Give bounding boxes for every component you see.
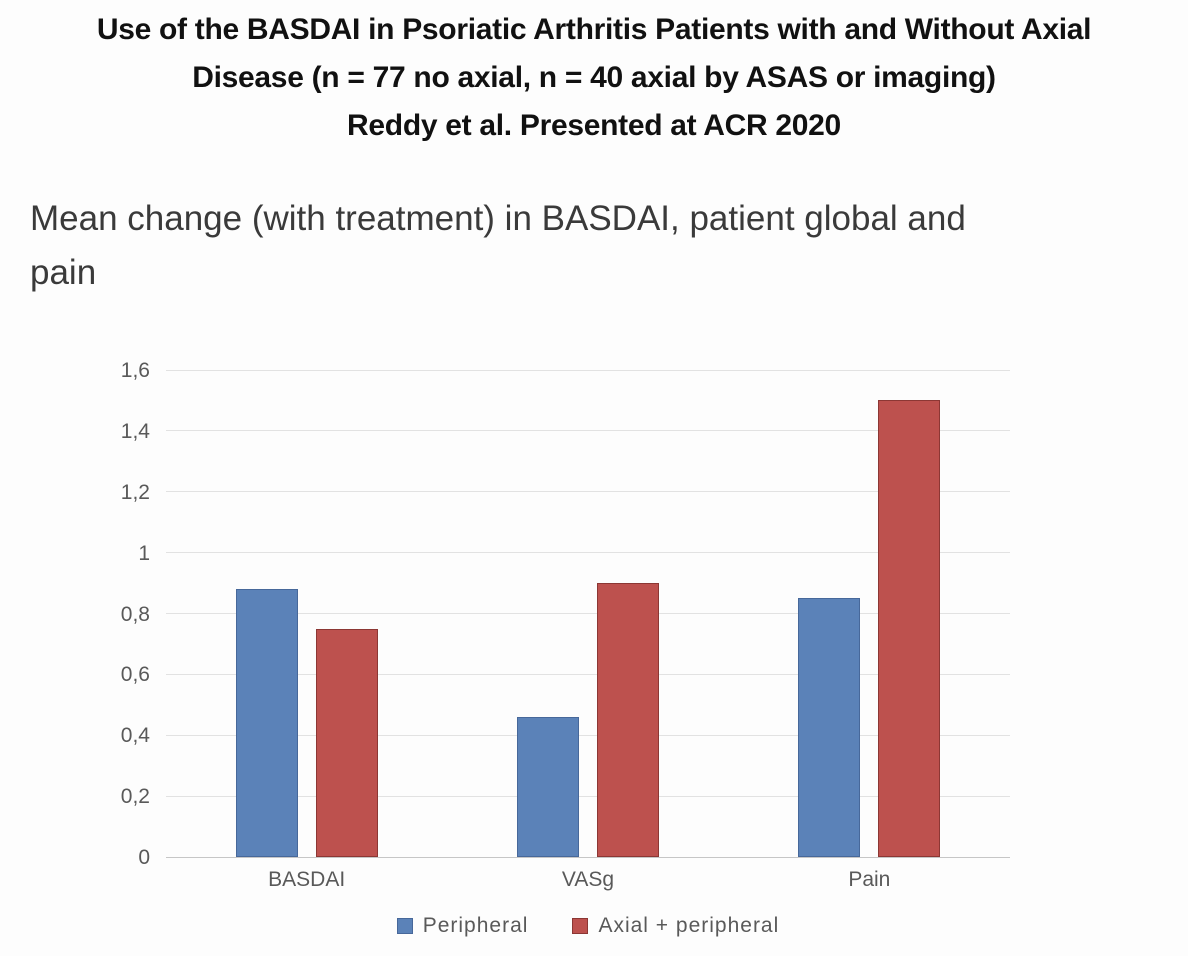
legend-label: Axial + peripheral bbox=[598, 914, 780, 937]
slide-title: Use of the BASDAI in Psoriatic Arthritis… bbox=[0, 6, 1188, 150]
gridline bbox=[166, 552, 1010, 554]
y-axis-tick-label: 1,6 bbox=[120, 359, 150, 382]
slide-title-line-1: Use of the BASDAI in Psoriatic Arthritis… bbox=[96, 13, 1092, 46]
chart-legend: Peripheral Axial + peripheral bbox=[166, 914, 1010, 938]
legend-item: Peripheral bbox=[396, 914, 529, 938]
gridline bbox=[166, 430, 1010, 432]
plot-area bbox=[166, 369, 1010, 858]
y-axis-labels: 0 0,2 0,4 0,6 0,8 1 1,2 1,4 1,6 bbox=[0, 360, 150, 868]
bar-peripheral-basdai bbox=[235, 589, 298, 857]
legend-swatch-icon bbox=[572, 918, 589, 934]
gridline bbox=[166, 673, 1010, 675]
y-axis-tick-label: 0,8 bbox=[120, 602, 150, 626]
legend-swatch-icon bbox=[396, 918, 413, 934]
gridline bbox=[166, 795, 1010, 797]
legend-item: Axial + peripheral bbox=[572, 914, 779, 938]
gridline bbox=[166, 734, 1010, 736]
y-axis-tick-label: 1,4 bbox=[120, 419, 150, 443]
x-axis-tick-label: BASDAI bbox=[268, 868, 346, 891]
x-axis-tick-label: VASg bbox=[561, 868, 615, 891]
bar-peripheral-vasg bbox=[517, 717, 579, 857]
y-axis-tick-label: 0,2 bbox=[120, 785, 150, 809]
gridline bbox=[166, 613, 1010, 614]
gridline bbox=[166, 856, 1010, 858]
gridline bbox=[166, 369, 1010, 371]
slide-title-line-2: Disease (n = 77 no axial, n = 40 axial b… bbox=[192, 61, 996, 94]
legend-label: Peripheral bbox=[422, 914, 529, 937]
y-axis-tick-label: 1,2 bbox=[120, 480, 150, 504]
chart-title: Mean change (with treatment) in BASDAI, … bbox=[30, 199, 966, 292]
x-axis-tick-label: Pain bbox=[848, 868, 891, 891]
bar-axial-peripheral-pain bbox=[878, 400, 941, 857]
y-axis-tick-label: 1 bbox=[138, 541, 150, 565]
y-axis-tick-label: 0 bbox=[138, 846, 150, 869]
bar-axial-peripheral-vasg bbox=[597, 583, 659, 857]
y-axis-tick-label: 0,6 bbox=[120, 663, 150, 687]
slide-title-line-3: Reddy et al. Presented at ACR 2020 bbox=[347, 109, 841, 142]
x-axis-labels: BASDAI VASg Pain bbox=[166, 868, 1010, 898]
y-axis-tick-label: 0,4 bbox=[120, 724, 150, 748]
bar-peripheral-pain bbox=[798, 598, 861, 857]
bar-axial-peripheral-basdai bbox=[315, 629, 378, 857]
gridline bbox=[166, 491, 1010, 493]
